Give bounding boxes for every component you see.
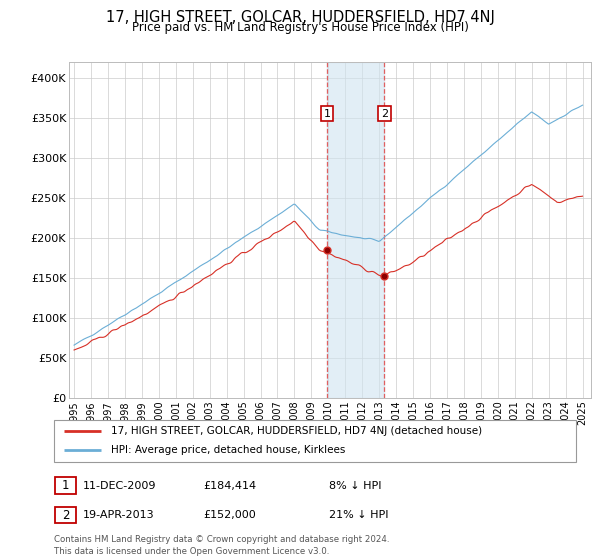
Text: 2: 2	[62, 508, 69, 522]
Text: 17, HIGH STREET, GOLCAR, HUDDERSFIELD, HD7 4NJ: 17, HIGH STREET, GOLCAR, HUDDERSFIELD, H…	[106, 10, 494, 25]
Text: 2: 2	[380, 109, 388, 119]
Text: 19-APR-2013: 19-APR-2013	[83, 510, 154, 520]
Text: £184,414: £184,414	[203, 480, 256, 491]
Text: HPI: Average price, detached house, Kirklees: HPI: Average price, detached house, Kirk…	[112, 445, 346, 455]
Text: 1: 1	[62, 479, 69, 492]
Text: 8% ↓ HPI: 8% ↓ HPI	[329, 480, 382, 491]
Text: £152,000: £152,000	[203, 510, 256, 520]
Text: 11-DEC-2009: 11-DEC-2009	[83, 480, 156, 491]
Bar	[327, 62, 384, 398]
Text: 1: 1	[323, 109, 331, 119]
Text: Price paid vs. HM Land Registry's House Price Index (HPI): Price paid vs. HM Land Registry's House …	[131, 21, 469, 34]
Text: 21% ↓ HPI: 21% ↓ HPI	[329, 510, 388, 520]
Text: 17, HIGH STREET, GOLCAR, HUDDERSFIELD, HD7 4NJ (detached house): 17, HIGH STREET, GOLCAR, HUDDERSFIELD, H…	[112, 426, 482, 436]
Text: Contains HM Land Registry data © Crown copyright and database right 2024.
This d: Contains HM Land Registry data © Crown c…	[54, 535, 389, 556]
